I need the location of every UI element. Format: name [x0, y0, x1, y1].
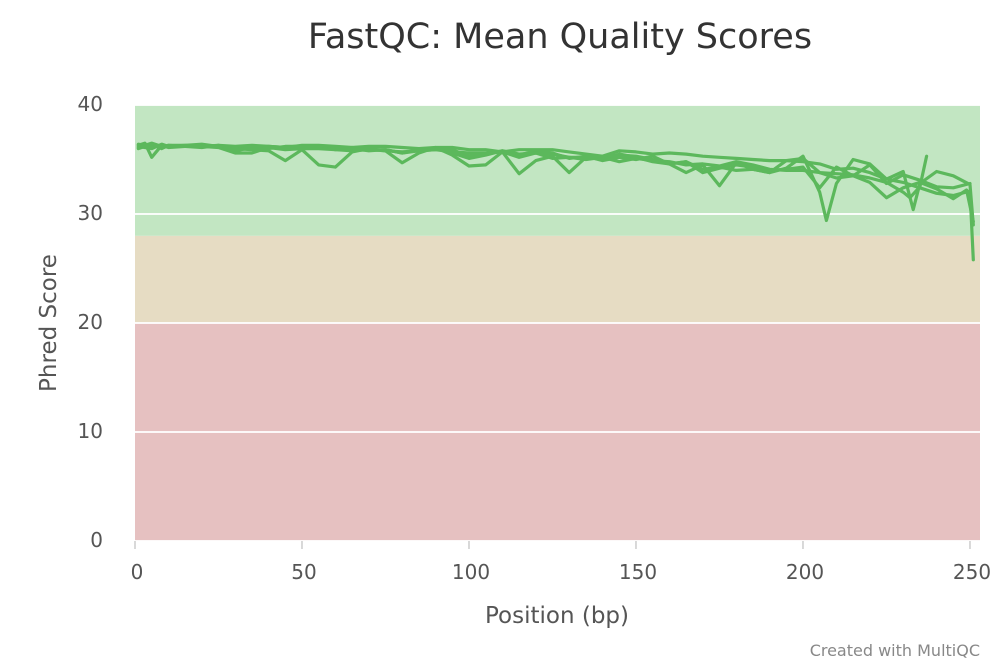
x-tick-label-50: 50	[291, 560, 316, 584]
x-tick-label-0: 0	[131, 560, 144, 584]
y-tick-label-40: 40	[78, 92, 103, 116]
series-line-5[interactable]	[136, 141, 975, 227]
x-axis-ticks: 0 50 100 150 200 250	[131, 541, 991, 584]
band-reasonable	[135, 235, 980, 323]
x-tick-label-250: 250	[953, 560, 991, 584]
credit-text[interactable]: Created with MultiQC	[810, 641, 980, 660]
x-tick-label-200: 200	[786, 560, 824, 584]
y-axis-label: Phred Score	[36, 254, 62, 392]
y-tick-label-20: 20	[78, 310, 103, 334]
y-axis-ticks: 0 10 20 30 40	[78, 92, 103, 552]
band-good	[135, 105, 980, 236]
x-tick-label-150: 150	[619, 560, 657, 584]
y-tick-label-10: 10	[78, 419, 103, 443]
x-axis-label: Position (bp)	[485, 603, 629, 629]
x-tick-label-100: 100	[452, 560, 490, 584]
y-tick-label-30: 30	[78, 201, 103, 225]
y-tick-label-0: 0	[90, 528, 103, 552]
chart-title: FastQC: Mean Quality Scores	[308, 17, 812, 57]
series-line-4[interactable]	[136, 143, 929, 200]
series-lines	[136, 141, 975, 262]
gridlines	[135, 104, 980, 542]
